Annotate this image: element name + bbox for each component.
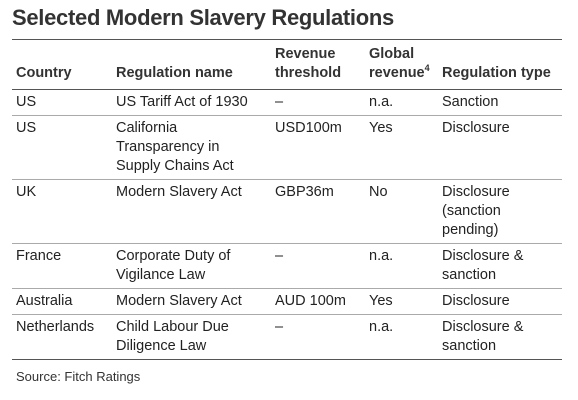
cell-country: France [12, 243, 112, 289]
table-row: France Corporate Duty of Vigilance Law –… [12, 243, 562, 289]
cell-country: UK [12, 179, 112, 244]
cell-regulation-name: US Tariff Act of 1930 [112, 89, 271, 116]
cell-country: Netherlands [12, 314, 112, 360]
cell-regulation-name: Corporate Duty of Vigilance Law [112, 243, 271, 289]
page-title: Selected Modern Slavery Regulations [12, 5, 394, 30]
cell-global-revenue: n.a. [365, 314, 438, 360]
header-regulation-name: Regulation name [112, 42, 271, 90]
cell-regulation-type: Disclosure (sanction pending) [438, 179, 562, 244]
cell-regulation-type: Disclosure [438, 115, 562, 180]
cell-country: US [12, 89, 112, 116]
title-divider [12, 39, 562, 40]
cell-revenue-threshold: USD100m [271, 115, 365, 180]
table-row: Netherlands Child Labour Due Diligence L… [12, 314, 562, 360]
cell-revenue-threshold: – [271, 314, 365, 360]
cell-country: US [12, 115, 112, 180]
cell-global-revenue: No [365, 179, 438, 244]
table-row: US US Tariff Act of 1930 – n.a. Sanction [12, 89, 562, 116]
cell-country: Australia [12, 288, 112, 315]
cell-regulation-type: Disclosure [438, 288, 562, 315]
header-country: Country [12, 42, 112, 90]
cell-revenue-threshold: AUD 100m [271, 288, 365, 315]
cell-regulation-type: Disclosure & sanction [438, 314, 562, 360]
cell-revenue-threshold: – [271, 243, 365, 289]
cell-global-revenue: n.a. [365, 89, 438, 116]
regulations-table: Country Regulation name Revenue threshol… [12, 42, 562, 360]
cell-regulation-name: Child Labour Due Diligence Law [112, 314, 271, 360]
cell-revenue-threshold: – [271, 89, 365, 116]
source-note: Source: Fitch Ratings [16, 369, 141, 384]
header-regulation-type: Regulation type [438, 42, 562, 90]
header-global-revenue: Global revenue4 [365, 42, 438, 90]
cell-regulation-name: Modern Slavery Act [112, 288, 271, 315]
cell-revenue-threshold: GBP36m [271, 179, 365, 244]
cell-global-revenue: Yes [365, 115, 438, 180]
cell-global-revenue: n.a. [365, 243, 438, 289]
cell-regulation-name: Modern Slavery Act [112, 179, 271, 244]
table-row: Australia Modern Slavery Act AUD 100m Ye… [12, 288, 562, 315]
table-row: US California Transparency in Supply Cha… [12, 115, 562, 180]
table-header-row: Country Regulation name Revenue threshol… [12, 42, 562, 90]
footnote-marker: 4 [424, 63, 430, 74]
cell-regulation-name: California Transparency in Supply Chains… [112, 115, 271, 180]
cell-regulation-type: Sanction [438, 89, 562, 116]
header-revenue-threshold: Revenue threshold [271, 42, 365, 90]
header-global-revenue-label: Global revenue [369, 46, 425, 81]
table-row: UK Modern Slavery Act GBP36m No Disclosu… [12, 179, 562, 244]
cell-global-revenue: Yes [365, 288, 438, 315]
cell-regulation-type: Disclosure & sanction [438, 243, 562, 289]
